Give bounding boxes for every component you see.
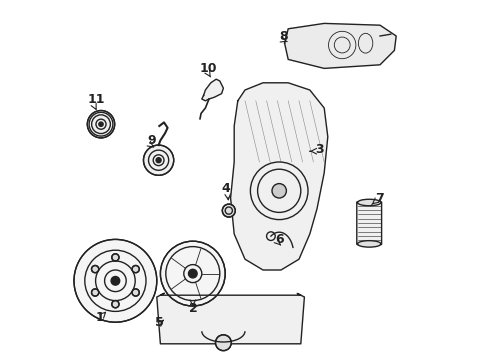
Polygon shape xyxy=(157,293,304,344)
Polygon shape xyxy=(231,83,328,270)
Circle shape xyxy=(92,266,99,273)
Text: 4: 4 xyxy=(221,181,230,194)
Polygon shape xyxy=(202,79,223,101)
Ellipse shape xyxy=(358,241,381,247)
Text: 9: 9 xyxy=(148,134,156,147)
Circle shape xyxy=(189,269,197,278)
Circle shape xyxy=(74,239,157,322)
Text: 11: 11 xyxy=(87,93,105,105)
Circle shape xyxy=(92,289,99,296)
Circle shape xyxy=(111,276,120,285)
Circle shape xyxy=(144,145,174,175)
Text: 8: 8 xyxy=(279,30,288,43)
Text: 5: 5 xyxy=(155,316,164,329)
Circle shape xyxy=(156,158,161,163)
Circle shape xyxy=(132,266,139,273)
Text: 7: 7 xyxy=(375,192,384,205)
Circle shape xyxy=(132,289,139,296)
Text: 2: 2 xyxy=(189,302,198,315)
Circle shape xyxy=(99,122,103,126)
Circle shape xyxy=(272,184,286,198)
Text: 6: 6 xyxy=(275,233,284,246)
Circle shape xyxy=(112,254,119,261)
Text: 3: 3 xyxy=(315,143,324,156)
Polygon shape xyxy=(285,23,396,68)
Circle shape xyxy=(222,204,235,217)
Text: 1: 1 xyxy=(96,311,104,324)
Circle shape xyxy=(160,241,225,306)
Circle shape xyxy=(112,301,119,308)
Circle shape xyxy=(87,111,115,138)
Text: 10: 10 xyxy=(200,62,218,75)
Ellipse shape xyxy=(358,199,381,206)
FancyBboxPatch shape xyxy=(357,202,382,245)
Circle shape xyxy=(216,335,231,351)
